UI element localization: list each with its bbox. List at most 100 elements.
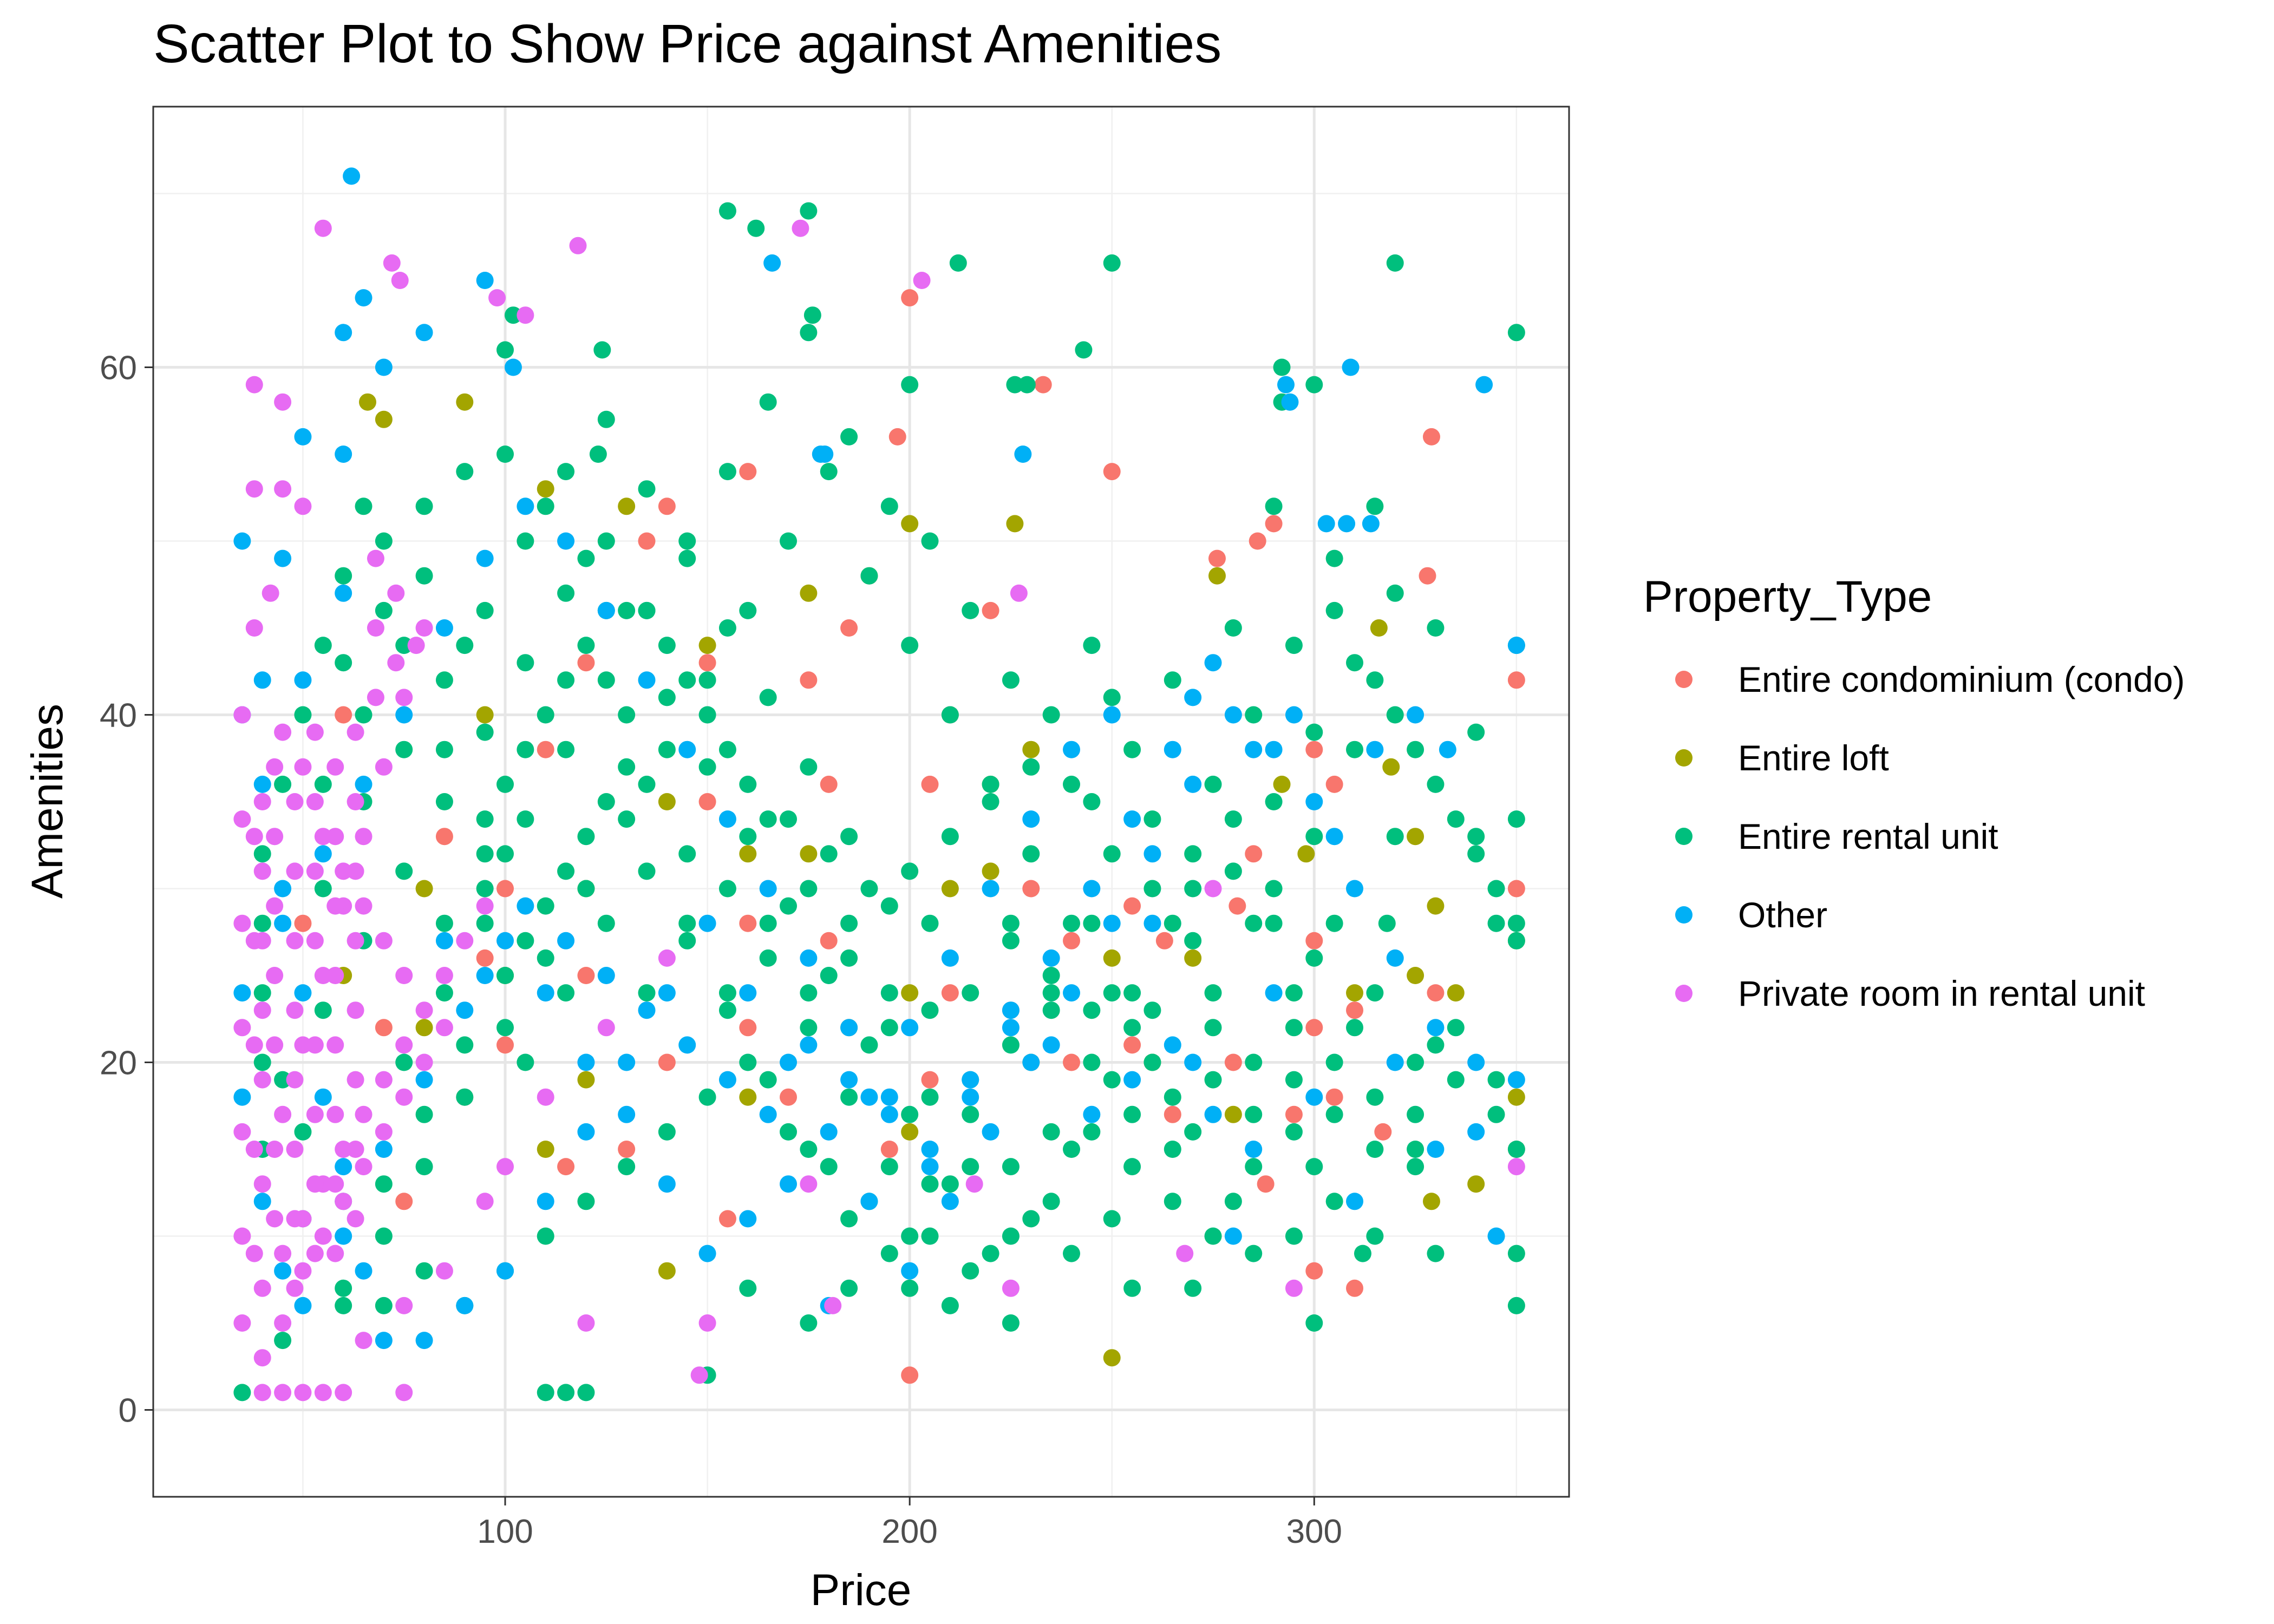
data-point bbox=[638, 480, 656, 498]
data-point bbox=[941, 706, 959, 724]
data-point bbox=[1143, 914, 1161, 932]
data-point bbox=[759, 914, 777, 932]
data-point bbox=[274, 914, 292, 932]
data-point bbox=[1184, 1123, 1202, 1141]
data-point bbox=[1103, 706, 1121, 724]
data-point bbox=[1042, 706, 1060, 724]
data-point bbox=[355, 775, 373, 793]
data-point bbox=[1164, 1141, 1181, 1158]
data-point bbox=[435, 619, 453, 637]
data-point bbox=[294, 497, 312, 515]
data-point bbox=[962, 601, 979, 619]
data-point bbox=[355, 1332, 373, 1350]
data-point bbox=[1123, 741, 1141, 758]
data-point bbox=[347, 862, 364, 880]
data-point bbox=[1224, 1105, 1242, 1123]
data-point bbox=[496, 1019, 514, 1037]
data-point bbox=[415, 1105, 433, 1123]
data-point bbox=[1123, 897, 1141, 915]
data-point bbox=[1277, 376, 1295, 394]
legend: Property_Type Entire condominium (condo)… bbox=[1643, 572, 2185, 1013]
data-point bbox=[476, 706, 494, 724]
data-point bbox=[1427, 1245, 1445, 1262]
data-point bbox=[1164, 1088, 1181, 1106]
data-point bbox=[824, 1296, 842, 1314]
data-point bbox=[1143, 845, 1161, 863]
data-point bbox=[1366, 1227, 1384, 1245]
data-point bbox=[557, 532, 575, 550]
data-point bbox=[517, 497, 534, 515]
data-point bbox=[901, 1105, 919, 1123]
data-point bbox=[306, 1036, 324, 1054]
data-point bbox=[1103, 1071, 1121, 1089]
data-point bbox=[537, 1227, 554, 1245]
data-point bbox=[569, 237, 587, 254]
data-point bbox=[800, 1036, 818, 1054]
legend-key bbox=[1675, 985, 1693, 1002]
data-point bbox=[1224, 1227, 1242, 1245]
data-point bbox=[253, 862, 271, 880]
data-point bbox=[597, 532, 615, 550]
data-point bbox=[965, 1175, 983, 1193]
data-point bbox=[718, 1001, 736, 1019]
data-point bbox=[982, 601, 999, 619]
data-point bbox=[375, 932, 393, 949]
data-point bbox=[698, 758, 716, 776]
data-point bbox=[1103, 845, 1121, 863]
data-point bbox=[1042, 1001, 1060, 1019]
data-point bbox=[1487, 1071, 1505, 1089]
legend-item: Entire rental unit bbox=[1675, 816, 1998, 856]
data-point bbox=[597, 914, 615, 932]
data-point bbox=[496, 880, 514, 898]
data-point bbox=[375, 1141, 393, 1158]
data-point bbox=[1467, 845, 1485, 863]
data-point bbox=[1305, 932, 1323, 949]
data-point bbox=[982, 1245, 999, 1262]
data-point bbox=[1010, 584, 1028, 602]
data-point bbox=[1325, 1088, 1343, 1106]
data-point bbox=[1022, 880, 1040, 898]
data-point bbox=[1014, 446, 1032, 463]
data-point bbox=[1103, 689, 1121, 706]
data-point bbox=[1305, 1019, 1323, 1037]
data-point bbox=[1184, 932, 1202, 949]
data-point bbox=[1422, 1193, 1440, 1210]
data-point bbox=[880, 984, 898, 1002]
data-point bbox=[1123, 810, 1141, 828]
data-point bbox=[253, 1071, 271, 1089]
data-point bbox=[1063, 1141, 1081, 1158]
plot-panel bbox=[153, 107, 1569, 1497]
data-point bbox=[1487, 1105, 1505, 1123]
data-point bbox=[326, 967, 344, 984]
data-point bbox=[314, 1088, 332, 1106]
data-point bbox=[415, 1019, 433, 1037]
legend-label: Other bbox=[1738, 895, 1827, 935]
data-point bbox=[245, 376, 263, 394]
data-point bbox=[800, 1141, 818, 1158]
data-point bbox=[1224, 810, 1242, 828]
data-point bbox=[456, 1001, 474, 1019]
data-point bbox=[860, 1036, 878, 1054]
data-point bbox=[274, 1314, 292, 1332]
data-point bbox=[375, 601, 393, 619]
data-point bbox=[537, 949, 554, 967]
data-point bbox=[375, 410, 393, 428]
data-point bbox=[1325, 775, 1343, 793]
data-point bbox=[266, 1210, 284, 1228]
legend-key bbox=[1675, 749, 1693, 767]
data-point bbox=[1305, 1262, 1323, 1280]
data-point bbox=[253, 793, 271, 810]
data-point bbox=[1083, 1053, 1101, 1071]
data-point bbox=[739, 914, 757, 932]
data-point bbox=[1204, 1227, 1222, 1245]
data-point bbox=[407, 637, 425, 654]
data-point bbox=[618, 706, 636, 724]
data-point bbox=[618, 1141, 636, 1158]
data-point bbox=[718, 202, 736, 220]
data-point bbox=[1063, 914, 1081, 932]
data-point bbox=[395, 1296, 413, 1314]
data-point bbox=[1378, 914, 1396, 932]
data-point bbox=[1184, 1053, 1202, 1071]
legend-items: Entire condominium (condo) Entire loft Ent… bbox=[1675, 659, 2185, 1013]
data-point bbox=[921, 1227, 939, 1245]
